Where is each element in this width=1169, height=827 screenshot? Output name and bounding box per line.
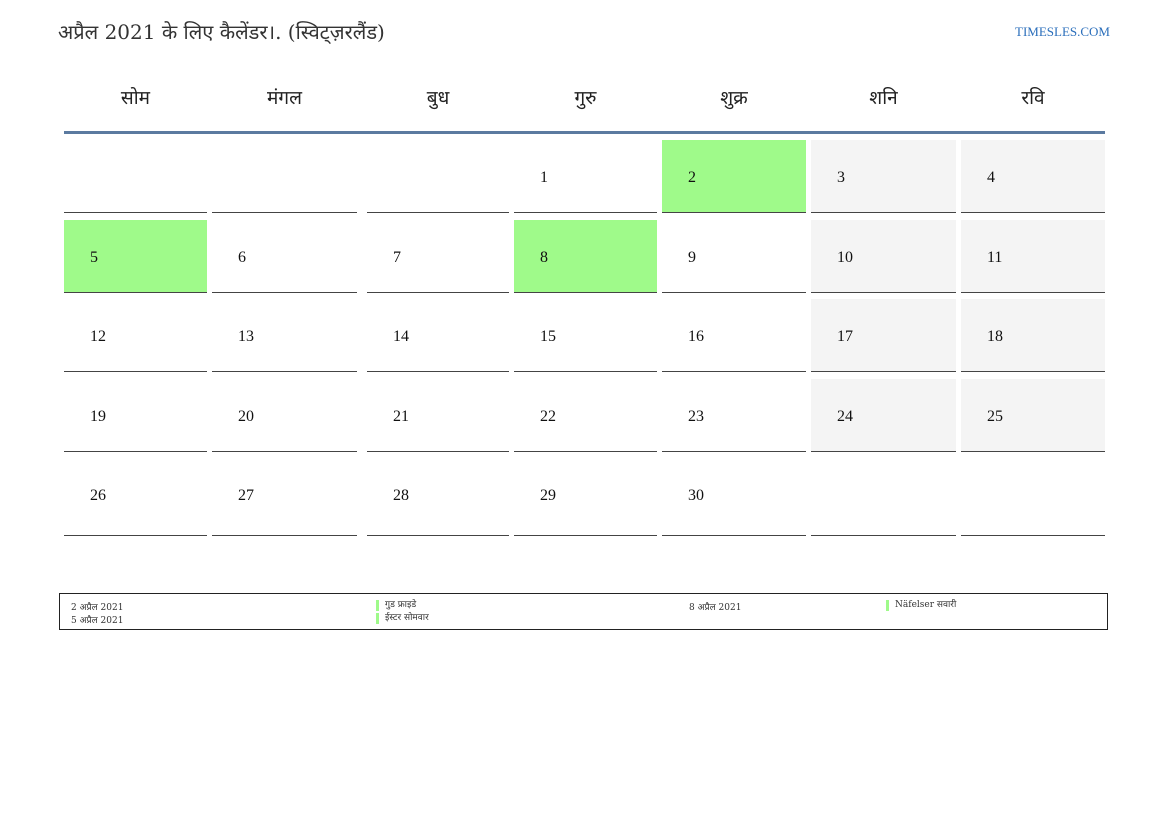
day-number: 26: [90, 487, 106, 504]
day-cell-28: 28: [367, 458, 509, 536]
day-cell-13: 13: [212, 299, 357, 372]
day-number: 29: [540, 487, 556, 504]
day-number: 21: [393, 408, 409, 425]
day-number: 22: [540, 408, 556, 425]
day-cell-2: 2: [662, 140, 806, 213]
day-cell-12: 12: [64, 299, 207, 372]
day-cell-23: 23: [662, 379, 806, 452]
day-number: 18: [987, 328, 1003, 345]
day-cell-empty: [212, 140, 357, 213]
day-number: 27: [238, 487, 254, 504]
day-number: 15: [540, 328, 556, 345]
day-cell-26: 26: [64, 458, 207, 536]
day-cell-20: 20: [212, 379, 357, 452]
weekday-label: बुध: [426, 87, 450, 109]
weekday-label: सोम: [120, 87, 151, 109]
day-number: 28: [393, 487, 409, 504]
day-number: 19: [90, 408, 106, 425]
holiday-date: 5 अप्रैल 2021: [71, 616, 124, 626]
weekday-header-row: सोम मंगल बुध गुरु शुक्र शनि रवि: [0, 84, 1169, 114]
day-cell-11: 11: [961, 220, 1105, 293]
day-cell-25: 25: [961, 379, 1105, 452]
header-divider: [64, 131, 1105, 134]
day-cell-empty: [367, 140, 509, 213]
day-cell-1: 1: [514, 140, 657, 213]
calendar-title: अप्रैल 2021 के लिए कैलेंडर।. (स्विट्ज़रल…: [58, 20, 385, 44]
site-link[interactable]: TIMESLES.COM: [1015, 24, 1110, 39]
day-number: 1: [540, 169, 548, 186]
holiday-name: Näfelser सवारी: [886, 600, 956, 611]
day-cell-7: 7: [367, 220, 509, 293]
day-cell-empty: [961, 458, 1105, 536]
day-number: 8: [540, 249, 548, 266]
weekday-label: शनि: [869, 87, 898, 109]
day-cell-19: 19: [64, 379, 207, 452]
day-cell-18: 18: [961, 299, 1105, 372]
day-cell-14: 14: [367, 299, 509, 372]
day-number: 25: [987, 408, 1003, 425]
day-cell-empty: [811, 458, 956, 536]
day-cell-17: 17: [811, 299, 956, 372]
holiday-date: 2 अप्रैल 2021: [71, 603, 124, 613]
day-cell-21: 21: [367, 379, 509, 452]
day-number: 7: [393, 249, 401, 266]
day-number: 13: [238, 328, 254, 345]
day-number: 9: [688, 249, 696, 266]
day-number: 3: [837, 169, 845, 186]
day-number: 12: [90, 328, 106, 345]
day-cell-5: 5: [64, 220, 207, 293]
day-number: 20: [238, 408, 254, 425]
holiday-name: गुड फ्राइडे: [376, 600, 416, 611]
day-number: 30: [688, 487, 704, 504]
day-cell-22: 22: [514, 379, 657, 452]
day-number: 6: [238, 249, 246, 266]
day-number: 23: [688, 408, 704, 425]
weekday-label: गुरु: [574, 87, 597, 109]
day-number: 16: [688, 328, 704, 345]
day-cell-empty: [64, 140, 207, 213]
day-cell-27: 27: [212, 458, 357, 536]
day-number: 10: [837, 249, 853, 266]
day-number: 17: [837, 328, 853, 345]
day-cell-24: 24: [811, 379, 956, 452]
day-cell-9: 9: [662, 220, 806, 293]
day-cell-4: 4: [961, 140, 1105, 213]
weekday-label: रवि: [1021, 87, 1045, 109]
weekday-label: मंगल: [267, 87, 302, 109]
day-number: 5: [90, 249, 98, 266]
day-number: 11: [987, 249, 1003, 266]
holiday-date: 8 अप्रैल 2021: [689, 603, 742, 613]
day-cell-16: 16: [662, 299, 806, 372]
day-number: 24: [837, 408, 853, 425]
weekday-label: शुक्र: [720, 87, 748, 109]
day-number: 2: [688, 169, 696, 186]
day-cell-29: 29: [514, 458, 657, 536]
day-cell-3: 3: [811, 140, 956, 213]
holiday-name: ईस्टर सोमवार: [376, 613, 429, 624]
day-cell-30: 30: [662, 458, 806, 536]
day-cell-15: 15: [514, 299, 657, 372]
day-number: 4: [987, 169, 995, 186]
day-cell-10: 10: [811, 220, 956, 293]
holiday-legend: 2 अप्रैल 2021 5 अप्रैल 2021 गुड फ्राइडे …: [59, 593, 1108, 630]
day-cell-6: 6: [212, 220, 357, 293]
day-cell-8: 8: [514, 220, 657, 293]
day-number: 14: [393, 328, 409, 345]
